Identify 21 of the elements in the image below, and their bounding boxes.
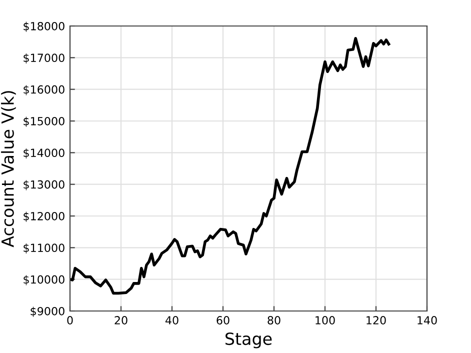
x-tick-label: 20 (114, 316, 128, 324)
x-tick-label: 0 (67, 316, 73, 324)
x-tick-label: 120 (366, 316, 386, 324)
x-axis-title: Stage (226, 332, 272, 348)
y-tick-label: $16000 (24, 85, 64, 96)
y-tick-label: $13000 (24, 180, 64, 190)
y-tick-label: $14000 (24, 148, 64, 159)
y-tick-label: $15000 (24, 116, 64, 127)
y-tick-label: $12000 (24, 212, 64, 222)
x-tick-label: 80 (268, 316, 280, 324)
y-tick-label: $17000 (24, 53, 64, 64)
y-tick-label: $10000 (24, 275, 64, 286)
y-tick-label: $18000 (24, 22, 64, 32)
y-axis-title: Account Value V(k) (1, 91, 16, 248)
x-tick-label: 100 (316, 316, 335, 324)
y-tick-label: $9000 (30, 306, 64, 317)
x-tick-label: 40 (165, 316, 178, 324)
x-tick-label: 60 (216, 316, 230, 324)
y-tick-label: $11000 (24, 243, 64, 254)
x-tick-label: 140 (418, 316, 437, 324)
line-series (70, 36, 390, 295)
